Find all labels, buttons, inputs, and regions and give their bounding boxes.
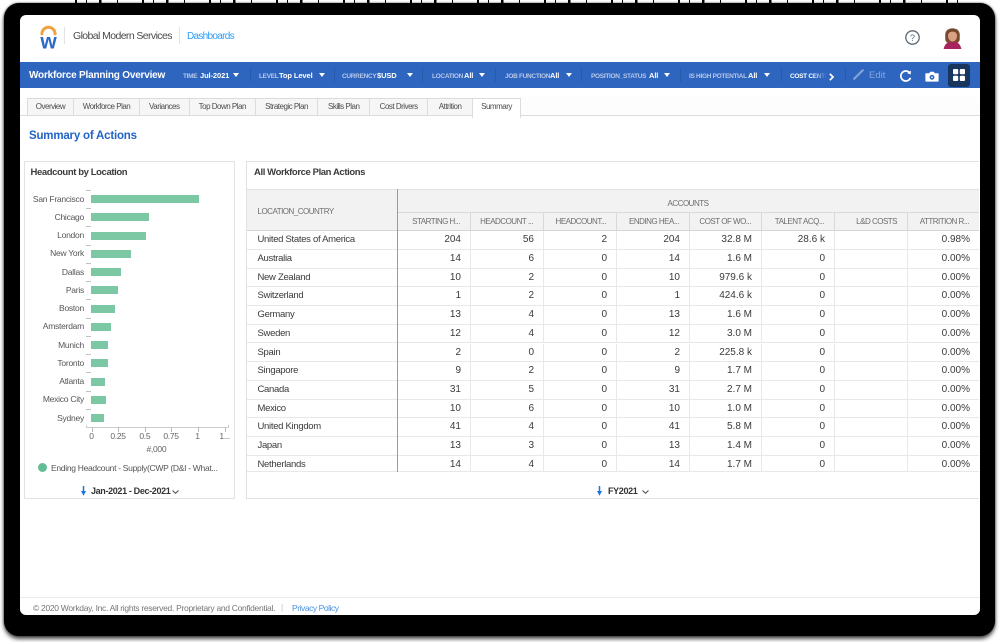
svg-text:?: ? xyxy=(910,33,915,43)
svg-text:w: w xyxy=(39,30,57,53)
